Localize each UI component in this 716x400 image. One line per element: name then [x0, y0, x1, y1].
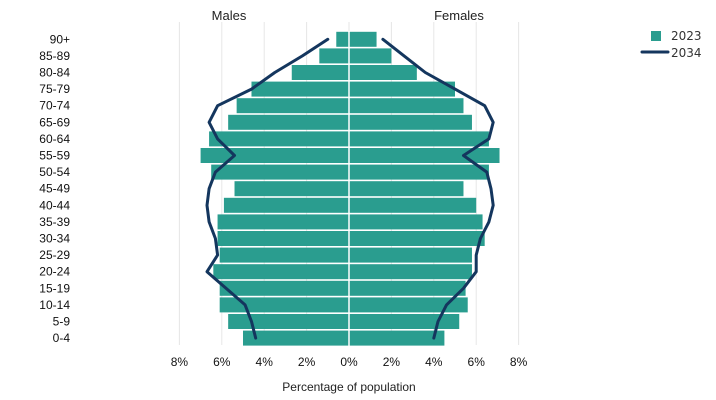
- bar-male-20-24: [213, 264, 349, 280]
- legend: 2023 2034: [640, 29, 702, 60]
- x-tick-label: 8%: [510, 355, 528, 369]
- bar-female-90+: [349, 31, 377, 47]
- age-label: 70-74: [39, 99, 70, 113]
- bar-male-70-74: [236, 98, 349, 114]
- females-title: Females: [434, 8, 484, 23]
- bar-male-60-64: [209, 131, 349, 147]
- bar-male-40-44: [223, 197, 349, 213]
- age-label: 5-9: [53, 315, 71, 329]
- age-label: 15-19: [39, 281, 70, 295]
- x-tick-label: 8%: [171, 355, 189, 369]
- bar-female-80-84: [349, 65, 417, 80]
- age-label: 50-54: [39, 165, 70, 179]
- bar-female-50-54: [349, 164, 489, 180]
- bar-male-55-59: [200, 148, 349, 163]
- legend-label-2034: 2034: [671, 46, 702, 60]
- bar-male-45-49: [234, 181, 349, 197]
- age-label: 85-89: [39, 49, 70, 63]
- line-2034-females: [381, 37, 495, 340]
- age-label: 30-34: [39, 232, 70, 246]
- bar-male-5-9: [228, 314, 349, 329]
- age-label: 0-4: [53, 331, 71, 345]
- bar-male-65-69: [228, 114, 349, 130]
- males-title: Males: [212, 8, 247, 23]
- age-label: 65-69: [39, 115, 70, 129]
- bar-female-60-64: [349, 131, 489, 147]
- age-label: 10-14: [39, 298, 70, 312]
- x-axis-title: Percentage of population: [282, 380, 415, 394]
- bar-male-25-29: [219, 247, 349, 263]
- bar-female-45-49: [349, 181, 464, 197]
- age-label: 40-44: [39, 198, 70, 212]
- age-label: 80-84: [39, 66, 70, 80]
- bar-male-85-89: [319, 48, 349, 64]
- bar-male-90+: [336, 31, 349, 47]
- bar-female-70-74: [349, 98, 464, 114]
- bar-male-80-84: [291, 65, 349, 80]
- bar-female-25-29: [349, 247, 472, 263]
- bar-male-50-54: [211, 164, 349, 180]
- bars-2023: [200, 31, 500, 347]
- bar-female-20-24: [349, 264, 472, 280]
- x-tick-label: 2%: [383, 355, 401, 369]
- age-label: 25-29: [39, 248, 70, 262]
- bar-male-0-4: [243, 330, 349, 346]
- x-tick-label: 6%: [468, 355, 486, 369]
- age-group-labels: 90+ 85-89 80-84 75-79 70-74 65-69 60-64 55-59 50…: [39, 32, 70, 345]
- x-tick-label: 4%: [425, 355, 443, 369]
- x-tick-label: 4%: [256, 355, 274, 369]
- x-tick-label: 0%: [340, 355, 358, 369]
- age-label: 55-59: [39, 149, 70, 163]
- bar-female-10-14: [349, 297, 468, 313]
- line-2034: [205, 37, 495, 340]
- bar-male-15-19: [219, 280, 349, 296]
- line-2034-males: [205, 37, 330, 340]
- bar-female-85-89: [349, 48, 392, 64]
- bar-female-5-9: [349, 314, 460, 329]
- x-axis-ticks: 8% 6% 4% 2% 0% 2% 4% 6% 8%: [171, 355, 528, 369]
- legend-swatch-2023: [651, 31, 661, 41]
- bar-female-55-59: [349, 148, 500, 163]
- bar-female-35-39: [349, 214, 483, 230]
- bar-female-30-34: [349, 231, 485, 246]
- x-tick-label: 2%: [298, 355, 316, 369]
- bar-male-30-34: [217, 231, 349, 246]
- age-label: 35-39: [39, 215, 70, 229]
- x-tick-label: 6%: [213, 355, 231, 369]
- age-label: 45-49: [39, 182, 70, 196]
- age-label: 75-79: [39, 82, 70, 96]
- bar-female-40-44: [349, 197, 477, 213]
- bar-male-75-79: [251, 81, 349, 97]
- bar-female-0-4: [349, 330, 445, 346]
- bar-male-10-14: [219, 297, 349, 313]
- bar-male-35-39: [217, 214, 349, 230]
- bar-female-75-79: [349, 81, 455, 97]
- bar-female-15-19: [349, 280, 466, 296]
- age-label: 60-64: [39, 132, 70, 146]
- bar-female-65-69: [349, 114, 472, 130]
- legend-label-2023: 2023: [671, 29, 702, 43]
- age-label: 90+: [50, 32, 70, 46]
- age-label: 20-24: [39, 265, 70, 279]
